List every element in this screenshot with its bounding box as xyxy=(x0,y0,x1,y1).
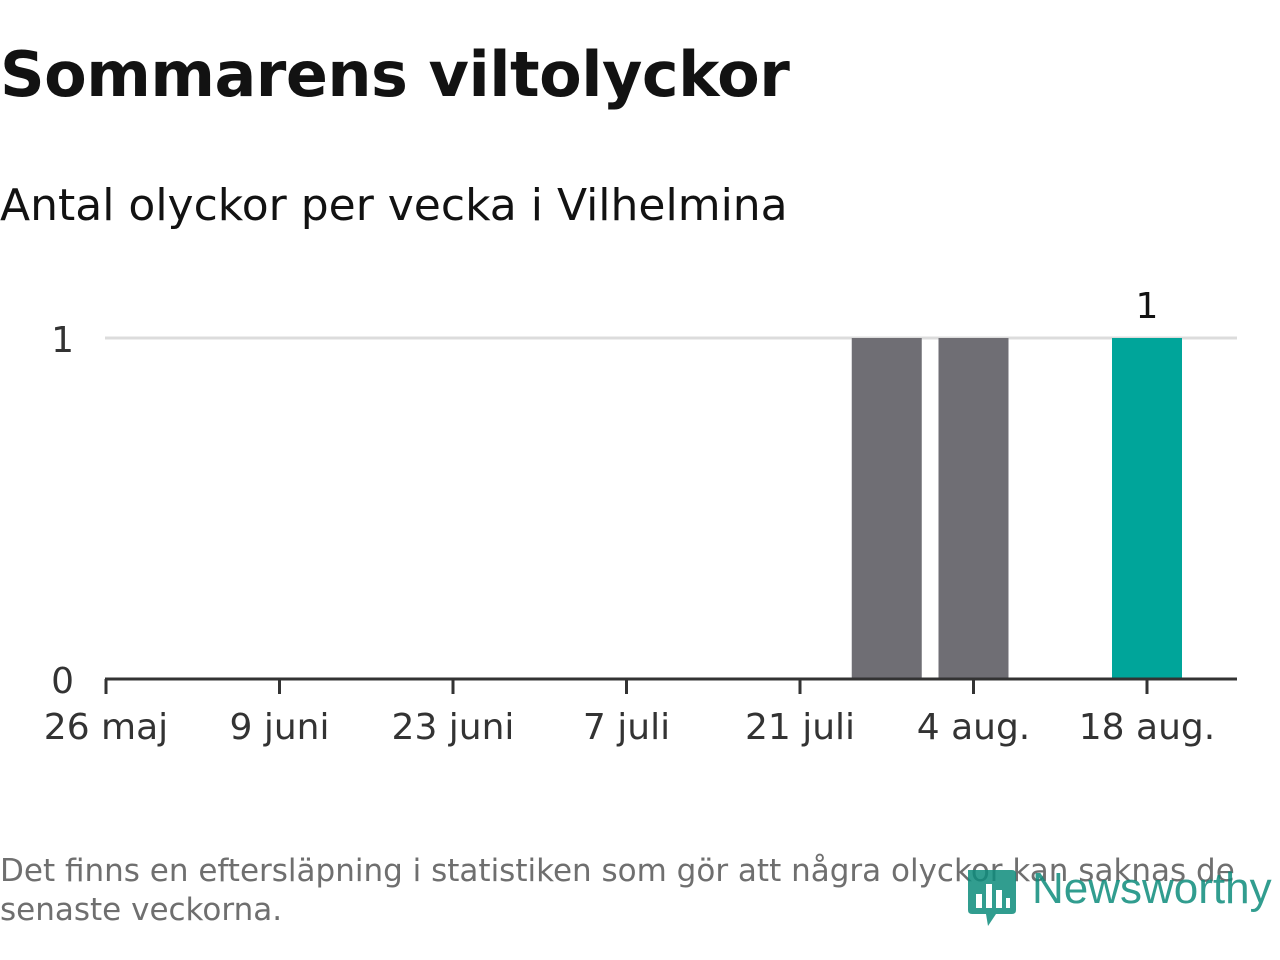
chart-subtitle: Antal olyckor per vecka i Vilhelmina xyxy=(0,180,788,231)
bar-28-juli xyxy=(851,338,922,679)
bar-chart-speech-icon xyxy=(968,870,1016,926)
x-tick-label: 18 aug. xyxy=(1079,707,1215,748)
x-tick-label: 21 juli xyxy=(745,707,855,748)
logo-text: Newsworthy xyxy=(1032,864,1272,913)
y-tick-label: 1 xyxy=(51,320,74,361)
data-label: 1 xyxy=(1136,286,1159,327)
x-tick-label: 4 aug. xyxy=(917,707,1031,748)
axis-layer xyxy=(104,677,1237,694)
x-tick-label: 7 juli xyxy=(583,707,670,748)
bar-4-aug- xyxy=(938,338,1009,679)
footnote: Det finns en eftersläpning i statistiken… xyxy=(0,853,1235,928)
label-layer: 0 1 1 26 maj 9 juni 23 juni 7 juli 21 juli 4 aug… xyxy=(44,286,1215,748)
chart-title: Sommarens viltolyckor xyxy=(0,38,790,111)
bar-chart: 0 1 1 26 maj 9 juni 23 juni 7 juli 21 juli 4 aug… xyxy=(44,286,1237,748)
newsworthy-logo: Newsworthy xyxy=(962,860,1280,930)
x-tick-label: 23 juni xyxy=(392,707,515,748)
x-tick-label: 26 maj xyxy=(44,707,168,748)
bar-18-aug- xyxy=(1112,338,1182,679)
x-tick-label: 9 juni xyxy=(230,707,330,748)
y-tick-label: 0 xyxy=(51,661,74,702)
bar-layer xyxy=(851,338,1182,679)
